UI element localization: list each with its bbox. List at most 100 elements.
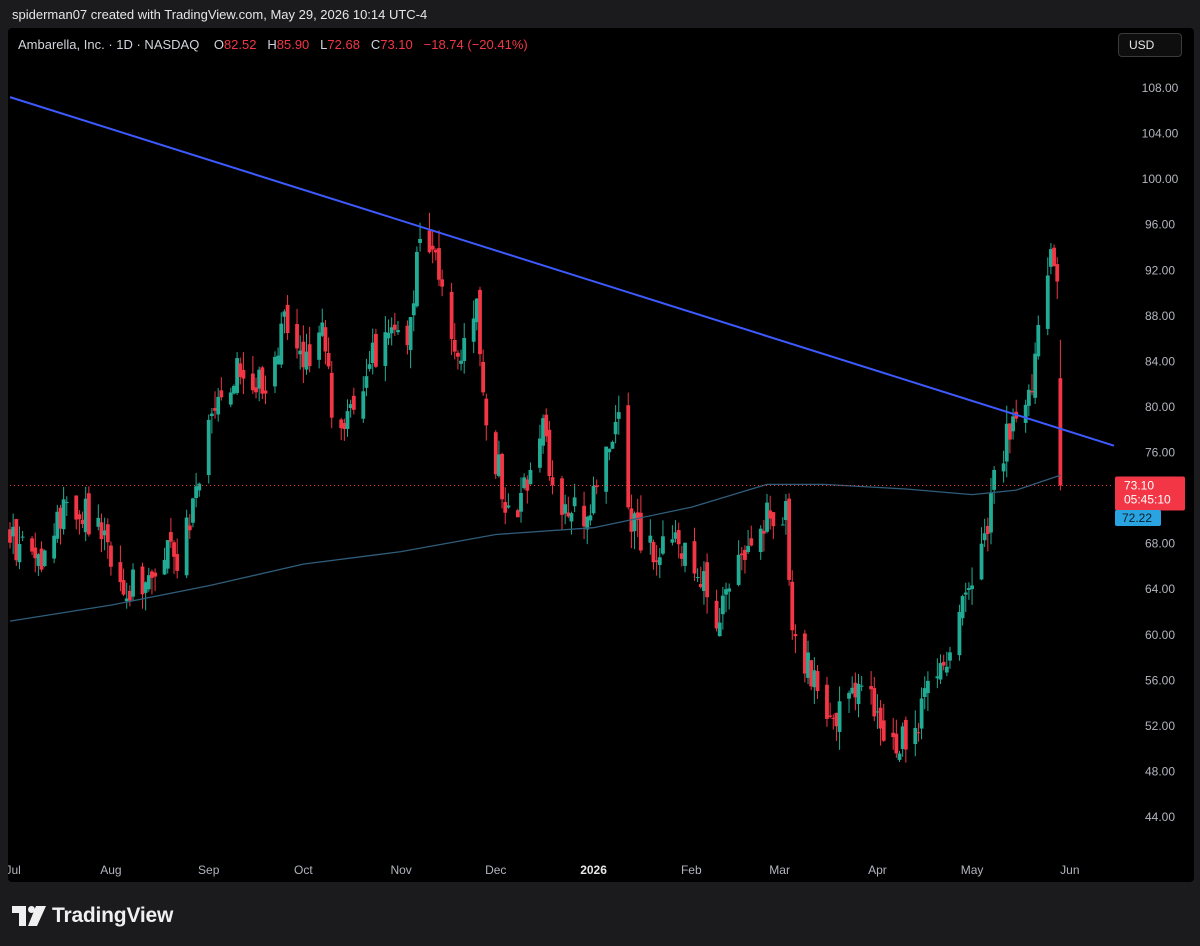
candle-body — [503, 501, 508, 513]
candle-body — [780, 524, 785, 526]
candle-body — [566, 512, 571, 517]
candle-body — [572, 497, 577, 507]
chart-panel[interactable]: 108.00 104.00 100.00 96.00 92.00 88.00 84.00 80… — [8, 28, 1194, 882]
candle-body — [449, 291, 454, 340]
candle-body — [396, 330, 400, 333]
price-chart[interactable]: 108.00 104.00 100.00 96.00 92.00 88.00 84.00 80… — [8, 28, 1194, 882]
candle-body — [405, 325, 410, 346]
candle-body — [850, 687, 855, 694]
candle-body — [295, 324, 299, 349]
candle-body — [273, 356, 277, 387]
candle-body — [392, 324, 397, 330]
legend-low-label: L — [320, 37, 328, 52]
candle-body — [1033, 353, 1038, 398]
candle-body — [610, 441, 615, 449]
candle-body — [232, 385, 236, 394]
candle-body — [834, 712, 839, 727]
candle-body — [919, 698, 924, 729]
candle-body — [1030, 391, 1034, 393]
candle-body — [749, 538, 754, 546]
candle-body — [64, 502, 69, 504]
y-tick-label: 108.00 — [1142, 81, 1179, 95]
candle-body — [430, 245, 435, 250]
y-tick-label: 56.00 — [1145, 673, 1175, 687]
candle-body — [389, 327, 394, 334]
x-tick-label: May — [961, 863, 984, 877]
candle-body — [790, 581, 795, 631]
candle-body — [739, 553, 744, 556]
legend-high-label: H — [267, 37, 277, 52]
candle-body — [626, 405, 631, 508]
candle-body — [913, 727, 918, 745]
y-tick-label: 48.00 — [1145, 764, 1175, 778]
candle-body — [437, 248, 441, 280]
candle-body — [165, 540, 170, 569]
candle-body — [285, 304, 290, 334]
candle-body — [714, 600, 719, 629]
candle-body — [869, 686, 874, 690]
candle-body — [276, 355, 281, 365]
x-tick-label: Oct — [294, 863, 313, 877]
candle-body — [61, 499, 66, 530]
candle-body — [184, 517, 189, 576]
candle-body — [897, 753, 902, 760]
tradingview-logo[interactable]: TradingView — [12, 902, 173, 930]
candle-body — [525, 479, 530, 491]
x-tick-label: Mar — [769, 863, 790, 877]
tradingview-logo-icon — [12, 906, 46, 926]
legend-low: 72.68 — [327, 37, 360, 52]
candle-body — [39, 548, 44, 570]
candle-body — [569, 513, 574, 522]
candle-body — [301, 341, 306, 368]
candle-body — [967, 588, 971, 590]
candle-body — [323, 327, 328, 352]
candle-body — [963, 592, 968, 595]
candle-body — [859, 685, 864, 687]
candle-body — [1052, 247, 1056, 267]
candle-body — [638, 512, 643, 551]
x-tick-label: 2026 — [580, 863, 607, 877]
candle-body — [238, 363, 243, 378]
candle-body — [279, 323, 284, 365]
candle-body — [891, 732, 896, 738]
candle-body — [127, 590, 132, 601]
candle-body — [74, 495, 79, 520]
legend-open: 82.52 — [223, 37, 257, 52]
y-tick-label: 52.00 — [1145, 719, 1175, 733]
candle-body — [345, 411, 350, 429]
candle-body — [1036, 324, 1041, 357]
candle-body — [957, 612, 962, 656]
candle-body — [83, 498, 88, 533]
candle-body — [386, 332, 391, 339]
y-tick-label: 44.00 — [1145, 810, 1175, 824]
candle-body — [408, 317, 413, 351]
candle-body — [1055, 264, 1060, 282]
candle-body — [1049, 249, 1053, 267]
candle-body — [815, 671, 820, 692]
candle-body — [676, 530, 681, 545]
candle-body — [197, 483, 202, 491]
last-price-value: 73.10 — [1124, 479, 1154, 493]
bar-countdown: 05:45:10 — [1124, 493, 1171, 507]
candle-body — [99, 522, 104, 540]
candle-body — [853, 682, 858, 698]
currency-button[interactable]: USD — [1118, 33, 1182, 57]
candle-body — [121, 580, 126, 595]
candle-body — [1026, 389, 1031, 406]
tradingview-wordmark: TradingView — [52, 904, 174, 927]
candle-body — [944, 666, 949, 673]
candle-body — [339, 419, 344, 429]
candle-body — [471, 318, 476, 342]
candle-body — [304, 351, 309, 370]
candle-body — [150, 571, 154, 578]
trendline[interactable] — [9, 96, 1115, 447]
candle-body — [825, 684, 829, 719]
candle-body — [143, 582, 148, 593]
candle-body — [124, 598, 129, 602]
y-tick-label: 80.00 — [1145, 400, 1175, 414]
candle-body — [241, 369, 246, 379]
candle-body — [153, 572, 157, 577]
candle-body — [478, 289, 482, 355]
candle-body — [547, 429, 552, 477]
candle-body — [8, 529, 12, 543]
